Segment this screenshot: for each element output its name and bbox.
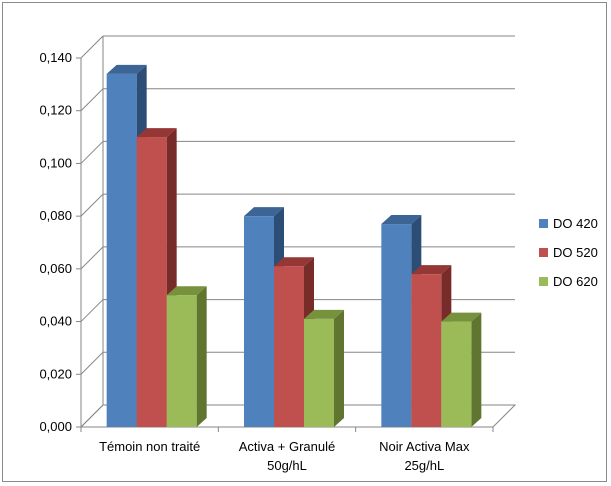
x-category-label: Témoin non traité	[99, 439, 200, 454]
legend-swatch	[539, 219, 548, 228]
legend-swatch	[539, 277, 548, 286]
bar-top	[441, 312, 482, 322]
y-tick-label: 0,120	[39, 103, 72, 118]
x-category-label: Noir Activa Max	[379, 439, 470, 454]
bar-chart: 0,000 0,020 0,040 0,060 0,080 0,100 0,120 0,140…	[39, 35, 598, 473]
bar	[136, 137, 167, 428]
bar	[441, 321, 472, 427]
legend-label: DO 620	[553, 274, 598, 289]
bar	[106, 73, 137, 428]
bar-top	[166, 286, 207, 296]
bar	[244, 216, 274, 427]
y-tick-label: 0,040	[39, 314, 72, 329]
gridline-side	[80, 351, 104, 375]
bar-top	[106, 64, 147, 74]
bar-top	[411, 265, 452, 275]
bar-side	[334, 309, 344, 427]
x-category-label: Activa + Granulé	[239, 439, 335, 454]
legend-label: DO 420	[553, 216, 598, 231]
gridline-side	[80, 299, 104, 322]
bar	[381, 224, 412, 427]
gridline-side	[80, 246, 104, 270]
legend-label: DO 520	[553, 245, 598, 260]
bar	[166, 295, 197, 427]
y-tick-label: 0,000	[39, 419, 72, 434]
gridline-side	[80, 35, 104, 59]
x-category-label: 50g/hL	[267, 458, 307, 473]
y-tick-label: 0,140	[39, 50, 72, 65]
legend-swatch	[539, 248, 548, 257]
bar-top	[136, 128, 177, 138]
bar-side	[471, 312, 482, 427]
bar-top	[381, 215, 422, 225]
gridline-side	[80, 141, 104, 164]
bar-top	[304, 309, 344, 319]
bar	[411, 274, 442, 427]
bar	[274, 266, 304, 427]
bar-top	[274, 257, 314, 267]
chart-frame: 0,000 0,020 0,040 0,060 0,080 0,100 0,120 0,140…	[2, 2, 607, 482]
x-category-label: 25g/hL	[404, 458, 444, 473]
gridline-side	[80, 88, 104, 112]
bar	[304, 318, 334, 427]
y-tick-label: 0,020	[39, 366, 72, 381]
y-tick-label: 0,060	[39, 261, 72, 276]
y-tick-label: 0,100	[39, 155, 72, 170]
bar-side	[196, 286, 207, 427]
y-tick-label: 0,080	[39, 208, 72, 223]
gridline-side	[80, 193, 104, 217]
bar-top	[244, 207, 284, 217]
